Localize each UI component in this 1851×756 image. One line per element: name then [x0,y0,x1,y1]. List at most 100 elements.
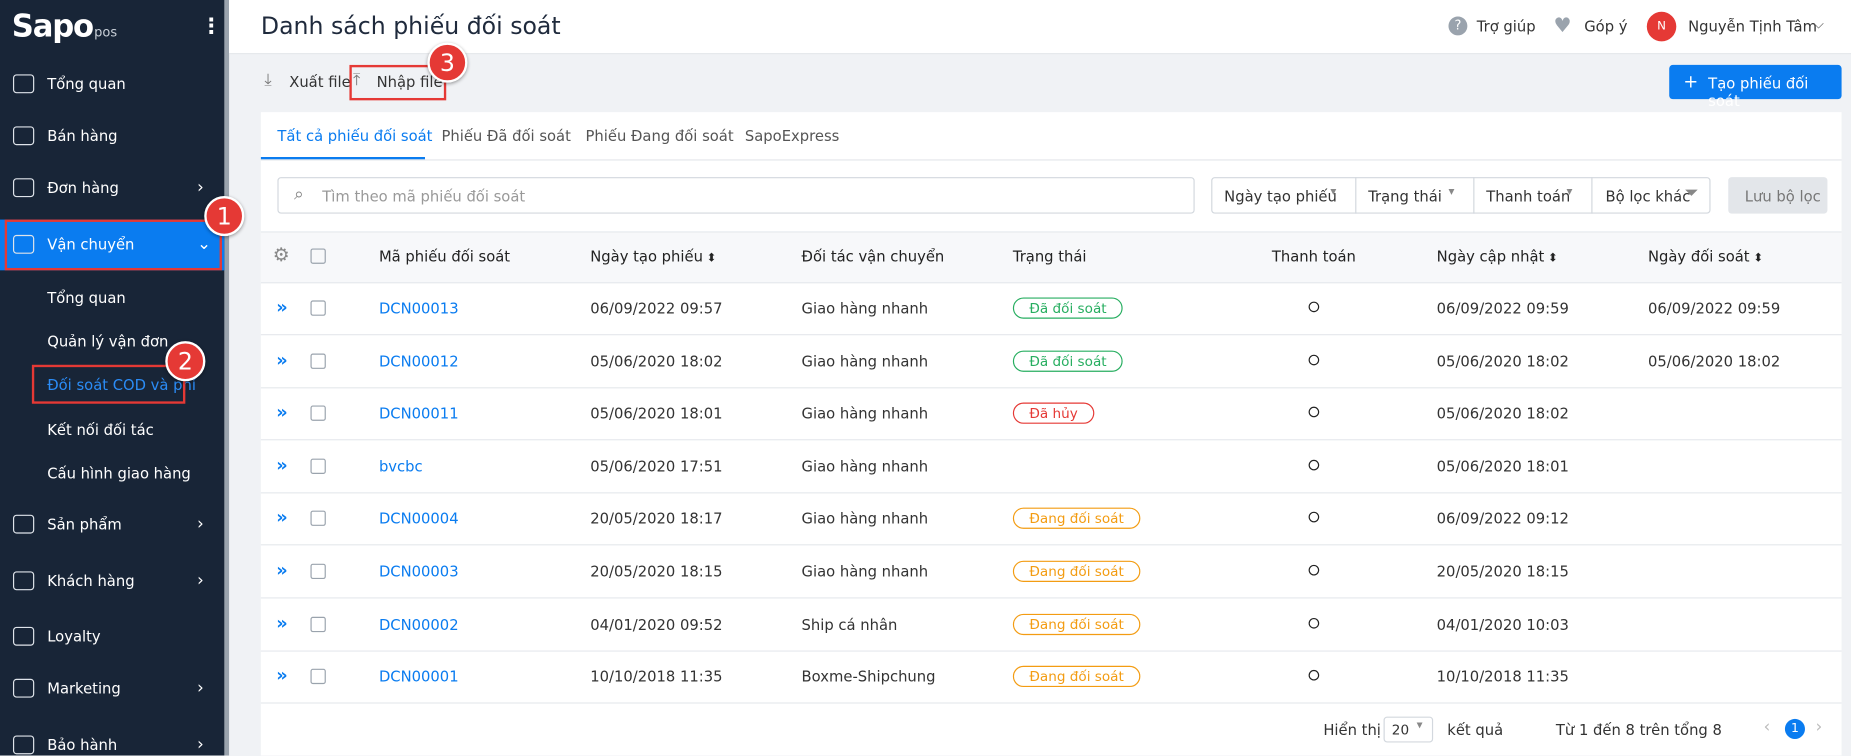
tab[interactable]: Tất cả phiếu đối soát [277,126,433,145]
submenu-item[interactable]: Đối soát COD và phí [47,375,196,394]
filter-icon: ⏷ [1684,181,1699,204]
tab[interactable]: SapoExpress [744,126,840,145]
submenu-item[interactable]: Cấu hình giao hàng [47,464,191,483]
code-link[interactable]: DCN00003 [378,562,459,581]
column-header[interactable]: Ngày tạo phiếu ⬍ [590,247,717,266]
submenu-item[interactable]: Quản lý vận đơn [47,332,169,351]
payment-indicator [1308,617,1320,629]
user-dropdown[interactable]: ⌵ [1813,15,1825,32]
page-size-select[interactable] [1383,716,1434,743]
prev-page[interactable]: ‹ [1763,717,1771,737]
row-checkbox[interactable] [310,300,326,316]
menu-chevron: ⌄ [197,234,211,254]
expand-icon[interactable]: » [276,454,288,476]
user-name[interactable]: Nguyễn Tịnh Tâm [1688,17,1817,35]
updated-date: 06/09/2022 09:59 [1436,299,1569,317]
code-link[interactable]: bvcbc [378,457,423,475]
save-filter-button[interactable] [1728,177,1828,214]
settings-icon[interactable]: ⚙ [272,243,290,266]
created-date: 06/09/2022 09:57 [590,299,723,317]
created-date: 05/06/2020 18:02 [590,351,723,370]
expand-icon[interactable]: » [276,506,288,529]
updated-date: 06/09/2022 09:12 [1436,509,1569,528]
create-button[interactable]: + Tạo phiếu đối soát [1669,64,1842,110]
menu-item[interactable]: Đơn hàng › [0,164,224,211]
menu-icon [12,626,35,646]
tab[interactable]: Phiếu Đã đối soát [441,126,571,145]
expand-icon[interactable]: » [276,559,288,581]
code-link[interactable]: DCN00001 [378,667,459,686]
export-button[interactable]: Xuất file [289,72,351,91]
current-page[interactable]: 1 [1784,718,1805,739]
row-checkbox[interactable] [310,458,326,474]
filter-label[interactable]: Ngày tạo phiếu [1224,187,1337,205]
row-divider [260,334,1842,336]
partner: Giao hàng nhanh [801,562,929,581]
row-checkbox[interactable] [310,668,326,685]
submenu-item[interactable]: Kết nối đối tác [47,420,154,439]
expand-icon[interactable]: » [276,664,288,687]
row-checkbox[interactable] [310,511,326,527]
filter-label[interactable]: Thanh toán [1486,187,1571,205]
filter-label[interactable]: Trạng thái [1368,187,1442,205]
menu-toggle[interactable]: ⋮ [200,14,222,39]
menu-item[interactable]: Sản phẩm › [0,501,224,548]
expand-icon[interactable]: » [276,296,288,318]
expand-icon[interactable]: » [276,401,288,423]
menu-item[interactable]: Tổng quan [0,60,224,107]
sort-icon[interactable]: ⬍ [702,252,717,266]
payment-indicator [1308,301,1320,313]
menu-item[interactable]: Bảo hành › [0,721,224,755]
filter-divider [1355,177,1357,214]
next-page[interactable]: › [1815,717,1823,737]
feedback-link[interactable]: Góp ý [1584,17,1628,35]
column-header[interactable]: Ngày cập nhật ⬍ [1436,247,1558,266]
menu-item[interactable]: Bán hàng [0,112,224,159]
filter-label[interactable]: Bộ lọc khác [1605,187,1691,205]
logo-suffix: pos [94,24,118,41]
code-link[interactable]: DCN00012 [378,351,459,370]
expand-icon[interactable]: » [276,612,288,634]
partner: Giao hàng nhanh [801,457,929,475]
page-size-caret: ▾ [1416,718,1423,732]
row-divider [260,597,1842,599]
sort-icon[interactable]: ⬍ [1749,252,1764,266]
code-link[interactable]: DCN00013 [378,299,459,317]
updated-date: 04/01/2020 10:03 [1436,615,1569,633]
menu-item[interactable]: Khách hàng › [0,557,224,604]
menu-item[interactable]: Loyalty [0,613,224,660]
select-all-checkbox[interactable] [310,248,326,264]
row-checkbox[interactable] [310,616,326,632]
top-bar [229,0,1851,55]
payment-indicator [1308,354,1320,365]
code-link[interactable]: DCN00004 [378,509,459,528]
menu-label: Đơn hàng [47,178,119,197]
tab[interactable]: Phiếu Đang đối soát [585,126,734,145]
row-checkbox[interactable] [310,563,326,580]
menu-icon [12,126,35,146]
menu-item[interactable]: Marketing › [0,665,224,712]
menu-item[interactable]: Vận chuyển ⌄ [0,219,225,271]
created-date: 05/06/2020 17:51 [590,457,723,475]
expand-icon[interactable]: » [276,348,288,371]
menu-label: Marketing [47,679,121,698]
submenu-item[interactable]: Tổng quan [47,288,126,307]
sort-icon[interactable]: ⬍ [1544,252,1558,266]
code-link[interactable]: DCN00002 [378,615,459,633]
row-checkbox[interactable] [310,405,326,422]
status-badge: Đang đối soát [1012,508,1141,530]
payment-indicator [1308,670,1320,681]
menu-chevron: › [197,178,204,198]
help-link[interactable]: Trợ giúp [1476,17,1536,35]
column-header[interactable]: Ngày đối soát ⬍ [1647,247,1764,266]
search-box[interactable] [277,177,1195,214]
partner: Giao hàng nhanh [801,509,929,528]
import-button[interactable]: Nhập file [376,72,443,91]
code-link[interactable]: DCN00011 [378,404,459,423]
avatar[interactable]: N [1646,11,1677,42]
filter-divider [1591,177,1593,214]
menu-icon [12,74,35,94]
updated-date: 05/06/2020 18:01 [1436,457,1569,475]
row-checkbox[interactable] [310,353,326,369]
filter-caret: ▾ [1330,185,1337,199]
